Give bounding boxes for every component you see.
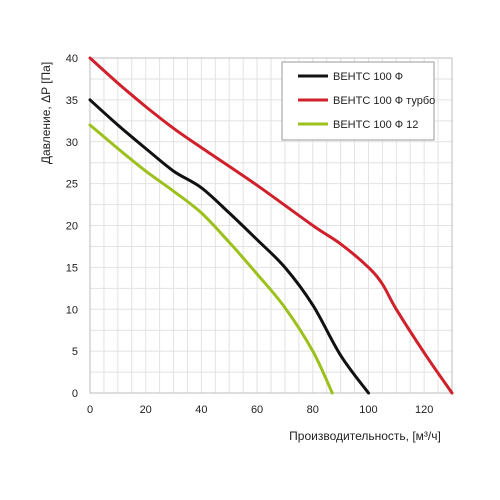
y-tick-label: 20 [66, 221, 78, 233]
y-tick-label: 30 [66, 137, 78, 149]
series-line-2 [88, 56, 454, 395]
y-tick-label: 0 [72, 388, 78, 400]
y-tick-label: 10 [66, 304, 78, 316]
series-lines [88, 56, 454, 395]
x-tick-label: 80 [307, 404, 319, 416]
legend-label-2: ВЕНТС 100 Ф турбо [333, 95, 435, 107]
series-line-3 [88, 123, 334, 395]
y-axis-label: Давление, ΔP [Па] [39, 62, 53, 164]
y-tick-label: 40 [66, 53, 78, 65]
y-tick-label: 25 [66, 179, 78, 191]
x-tick-label: 40 [195, 404, 207, 416]
x-axis-label: Производительность, [м³/ч] [289, 429, 441, 443]
x-tick-label: 120 [415, 404, 433, 416]
x-tick-label: 0 [87, 404, 93, 416]
y-tick-label: 35 [66, 95, 78, 107]
series-line-1 [88, 98, 370, 395]
grid [89, 57, 453, 394]
plot-frame [89, 57, 453, 394]
x-tick-label: 20 [140, 404, 152, 416]
x-tick-label: 100 [359, 404, 377, 416]
legend: ВЕНТС 100 Ф ВЕНТС 100 Ф турбо ВЕНТС 100 Ф … [281, 61, 435, 141]
legend-label-3: ВЕНТС 100 Ф 12 [333, 119, 418, 131]
x-tick-label: 60 [251, 404, 263, 416]
legend-label-1: ВЕНТС 100 Ф [333, 71, 403, 83]
y-tick-label: 15 [66, 262, 78, 274]
y-tick-label: 5 [72, 346, 78, 358]
y-axis-ticks: 0 5 10 15 20 25 30 35 40 [66, 53, 78, 400]
x-axis-ticks: 0 20 40 60 80 100 120 [87, 404, 433, 416]
